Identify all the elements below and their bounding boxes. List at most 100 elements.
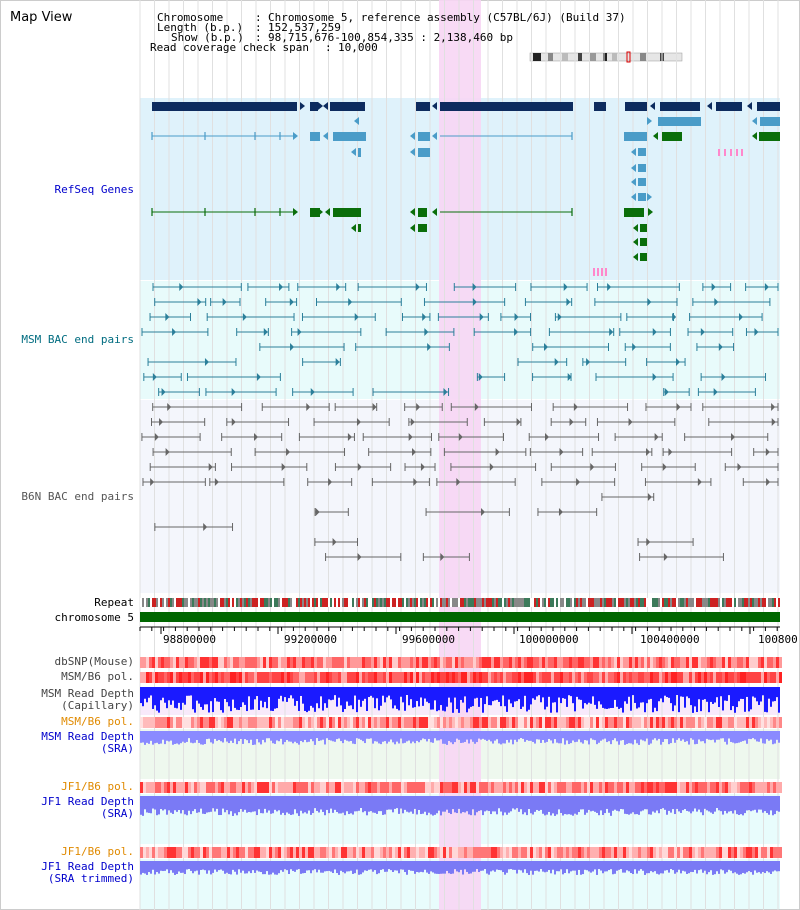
heat-cell — [332, 847, 335, 858]
read-depth-bar — [322, 687, 324, 711]
heat-cell — [305, 717, 308, 728]
read-depth-bar — [298, 861, 300, 870]
track-label-msm-b6-pol-1[interactable]: MSM/B6 pol. — [61, 670, 134, 683]
read-depth-bar — [704, 796, 706, 809]
repeat-element — [288, 598, 290, 607]
read-depth-bar — [680, 861, 682, 874]
heat-cell — [734, 717, 737, 728]
read-depth-bar — [214, 861, 216, 870]
repeat-element — [312, 598, 314, 607]
read-depth-bar — [530, 731, 532, 741]
track-label-msm-read-depth-cap[interactable]: MSM Read Depth (Capillary) — [41, 687, 134, 712]
heat-cell — [596, 672, 599, 683]
heat-cell — [329, 717, 332, 728]
read-depth-bar — [458, 687, 460, 713]
heat-cell — [344, 672, 347, 683]
read-depth-bar — [304, 861, 306, 873]
repeat-element — [644, 598, 646, 607]
read-depth-bar — [528, 731, 530, 741]
track-label-dbsnp[interactable]: dbSNP(Mouse) — [54, 655, 134, 668]
heat-cell — [419, 657, 422, 668]
heat-cell — [470, 847, 473, 858]
heat-cell — [419, 672, 422, 683]
track-label-refseq[interactable]: RefSeq Genes — [54, 183, 134, 196]
read-depth-bar — [158, 731, 160, 745]
track-label-jf1-b6-pol-1[interactable]: JF1/B6 pol. — [61, 780, 134, 793]
read-depth-bar — [370, 687, 372, 696]
read-depth-bar — [594, 731, 596, 741]
heat-cell — [197, 717, 200, 728]
bac-end-marker — [204, 358, 209, 366]
track-label-jf1-read-depth-trim[interactable]: JF1 Read Depth (SRA trimmed) — [41, 860, 134, 885]
read-depth-bar — [516, 687, 518, 702]
track-label-msm-bac[interactable]: MSM BAC end pairs — [21, 333, 134, 346]
heat-cell — [698, 672, 701, 683]
heat-cell — [353, 657, 356, 668]
repeat-element — [300, 598, 302, 607]
read-depth-bar — [736, 687, 738, 708]
heat-cell — [278, 657, 281, 668]
bac-end-marker — [354, 313, 359, 321]
read-depth-bar — [182, 731, 184, 742]
read-depth-bar — [686, 796, 688, 811]
heat-cell — [416, 672, 419, 683]
heat-cell — [242, 657, 245, 668]
track-label-msm-read-depth-sra[interactable]: MSM Read Depth (SRA) — [41, 730, 134, 755]
read-depth-bar — [276, 687, 278, 709]
repeat-element — [768, 598, 770, 607]
repeat-element — [524, 598, 526, 607]
heat-cell — [662, 657, 665, 668]
read-depth-bar — [406, 796, 408, 812]
read-depth-bar — [432, 796, 434, 816]
heat-cell — [329, 657, 332, 668]
track-label-jf1-b6-pol-2[interactable]: JF1/B6 pol. — [61, 845, 134, 858]
read-depth-bar — [500, 861, 502, 871]
read-depth-bar — [736, 796, 738, 815]
repeat-element — [274, 598, 276, 607]
track-label-jf1-read-depth-sra[interactable]: JF1 Read Depth (SRA) — [41, 795, 134, 820]
read-depth-bar — [142, 796, 144, 816]
repeat-element — [360, 598, 362, 607]
read-depth-bar — [174, 796, 176, 811]
read-depth-bar — [164, 731, 166, 745]
repeat-element — [510, 598, 512, 607]
read-depth-bar — [240, 731, 242, 740]
heat-cell — [470, 717, 473, 728]
bac-end-marker — [456, 478, 461, 486]
read-depth-bar — [696, 731, 698, 744]
read-depth-bar — [528, 796, 530, 810]
repeat-element — [562, 598, 564, 607]
track-label-b6n-bac[interactable]: B6N BAC end pairs — [21, 490, 134, 503]
heat-cell — [647, 657, 650, 668]
repeat-element — [298, 598, 300, 607]
heat-cell — [203, 657, 206, 668]
repeat-element — [570, 598, 572, 607]
axis-tick-label: 100000000 — [519, 633, 579, 646]
repeat-element — [226, 598, 228, 607]
heat-cell — [572, 657, 575, 668]
track-label-msm-b6-pol-2[interactable]: MSM/B6 pol. — [61, 715, 134, 728]
heat-cell — [578, 672, 581, 683]
heat-cell — [728, 847, 731, 858]
heat-cell — [560, 847, 563, 858]
read-depth-bar — [298, 796, 300, 816]
repeat-element — [678, 598, 680, 607]
repeat-element — [680, 598, 682, 607]
heat-cell — [218, 657, 221, 668]
read-depth-bar — [742, 861, 744, 873]
read-depth-bar — [438, 687, 440, 711]
heat-cell — [629, 672, 632, 683]
heat-cell — [296, 717, 299, 728]
heat-cell — [269, 672, 272, 683]
heat-cell — [485, 717, 488, 728]
read-depth-bar — [438, 796, 440, 811]
heat-cell — [530, 657, 533, 668]
bac-end-marker — [711, 283, 716, 291]
read-depth-bar — [520, 861, 522, 871]
heat-cell — [413, 847, 416, 858]
heat-cell — [227, 717, 230, 728]
repeat-element — [550, 598, 552, 607]
pink-marker — [718, 149, 720, 156]
read-depth-bar — [280, 687, 282, 696]
